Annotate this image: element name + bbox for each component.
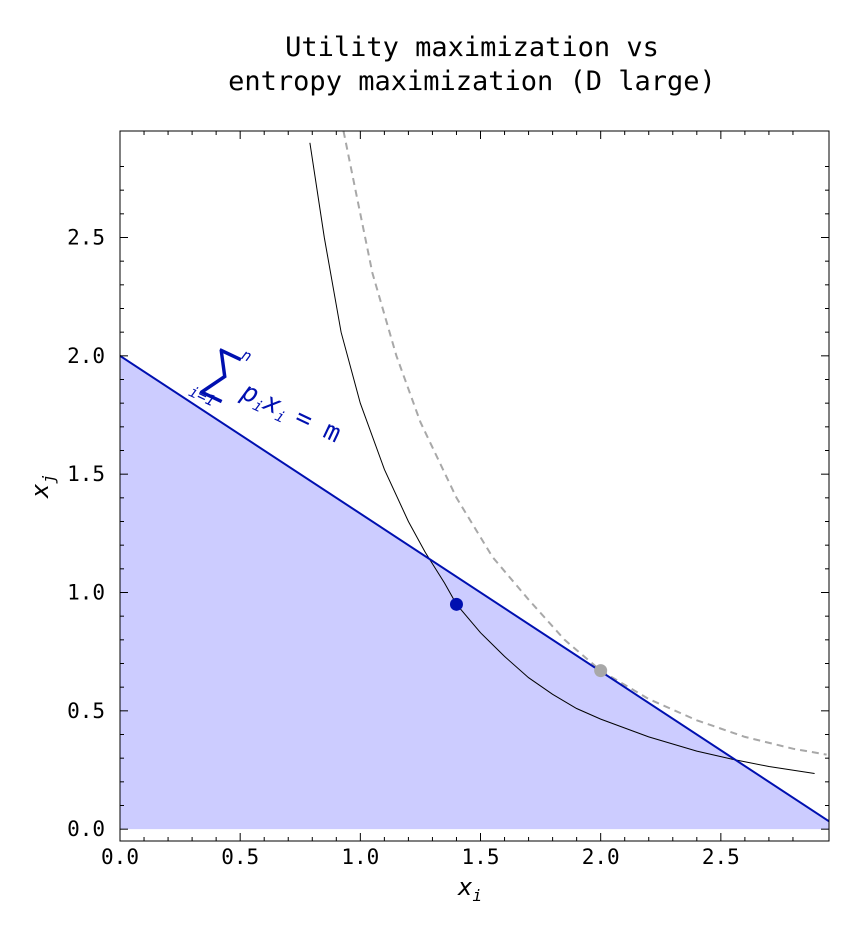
plot-frame: [119, 130, 830, 842]
x-tick-label-1: 0.5: [221, 845, 259, 869]
y-tick-label-1: 0.5: [67, 699, 105, 723]
x-axis-label-main: x: [457, 873, 473, 901]
svg-text:pixi= m: pixi= m: [235, 376, 346, 451]
entropy-curve: [342, 131, 827, 756]
optimum-point-0: [449, 597, 463, 611]
y-tick-label-0: 0.0: [67, 817, 105, 841]
y-tick-label-4: 2.0: [67, 344, 105, 368]
y-axis-label-sub: j: [39, 474, 58, 484]
x-tick-label-0: 0.0: [101, 845, 139, 869]
svg-text:xj: xj: [26, 474, 58, 499]
utility-curve: [309, 142, 815, 774]
y-tick-label-5: 2.5: [67, 226, 105, 250]
optimum-point-1: [594, 664, 608, 678]
x-tick-label-3: 1.5: [462, 845, 500, 869]
x-tick-label-4: 2.0: [582, 845, 620, 869]
anno-equals: = m: [290, 402, 345, 449]
x-tick-label-2: 1.0: [341, 845, 379, 869]
budget-line: [120, 354, 829, 823]
x-tick-label-5: 2.5: [702, 845, 740, 869]
feasible-region: [120, 355, 829, 830]
chart-title-line2: entropy maximization (D large): [228, 66, 716, 97]
x-axis-label-sub: i: [472, 886, 482, 905]
y-axis-label: xj: [26, 474, 58, 499]
y-tick-label-2: 1.0: [67, 581, 105, 605]
chart-title-line1: Utility maximization vs: [285, 32, 659, 63]
y-tick-label-3: 1.5: [67, 462, 105, 486]
plot-area: [120, 131, 829, 830]
svg-text:xi: xi: [457, 873, 482, 905]
axis-ticks: 0.0 0.5 1.0 1.5 2.0 2.5 0.0 0.5 1.0 1.5 2.0 2.5: [67, 131, 829, 869]
x-axis-label: xi: [457, 873, 482, 905]
y-axis-label-main: x: [26, 483, 54, 499]
